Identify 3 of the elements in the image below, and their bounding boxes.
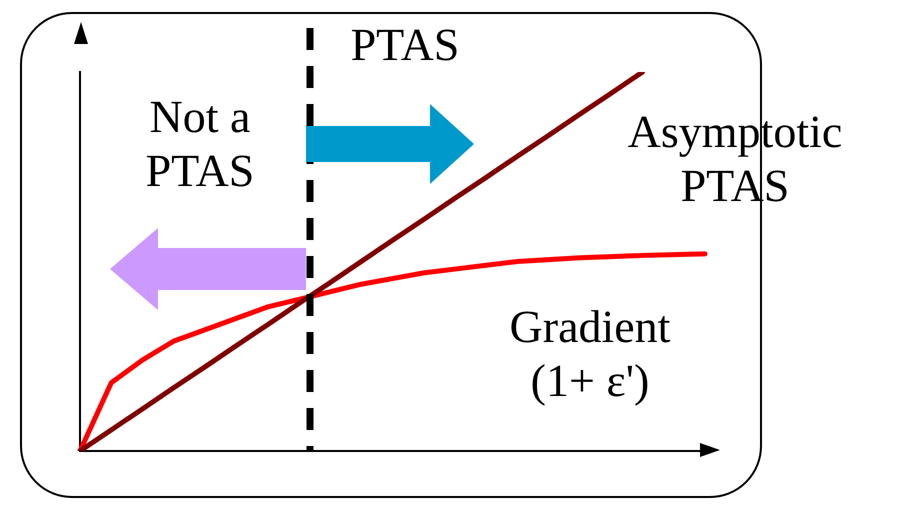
text: PTAS <box>350 18 460 72</box>
annotation: Gradient (1+ ε') <box>508 300 672 408</box>
annotation: Not a PTAS <box>144 90 256 198</box>
